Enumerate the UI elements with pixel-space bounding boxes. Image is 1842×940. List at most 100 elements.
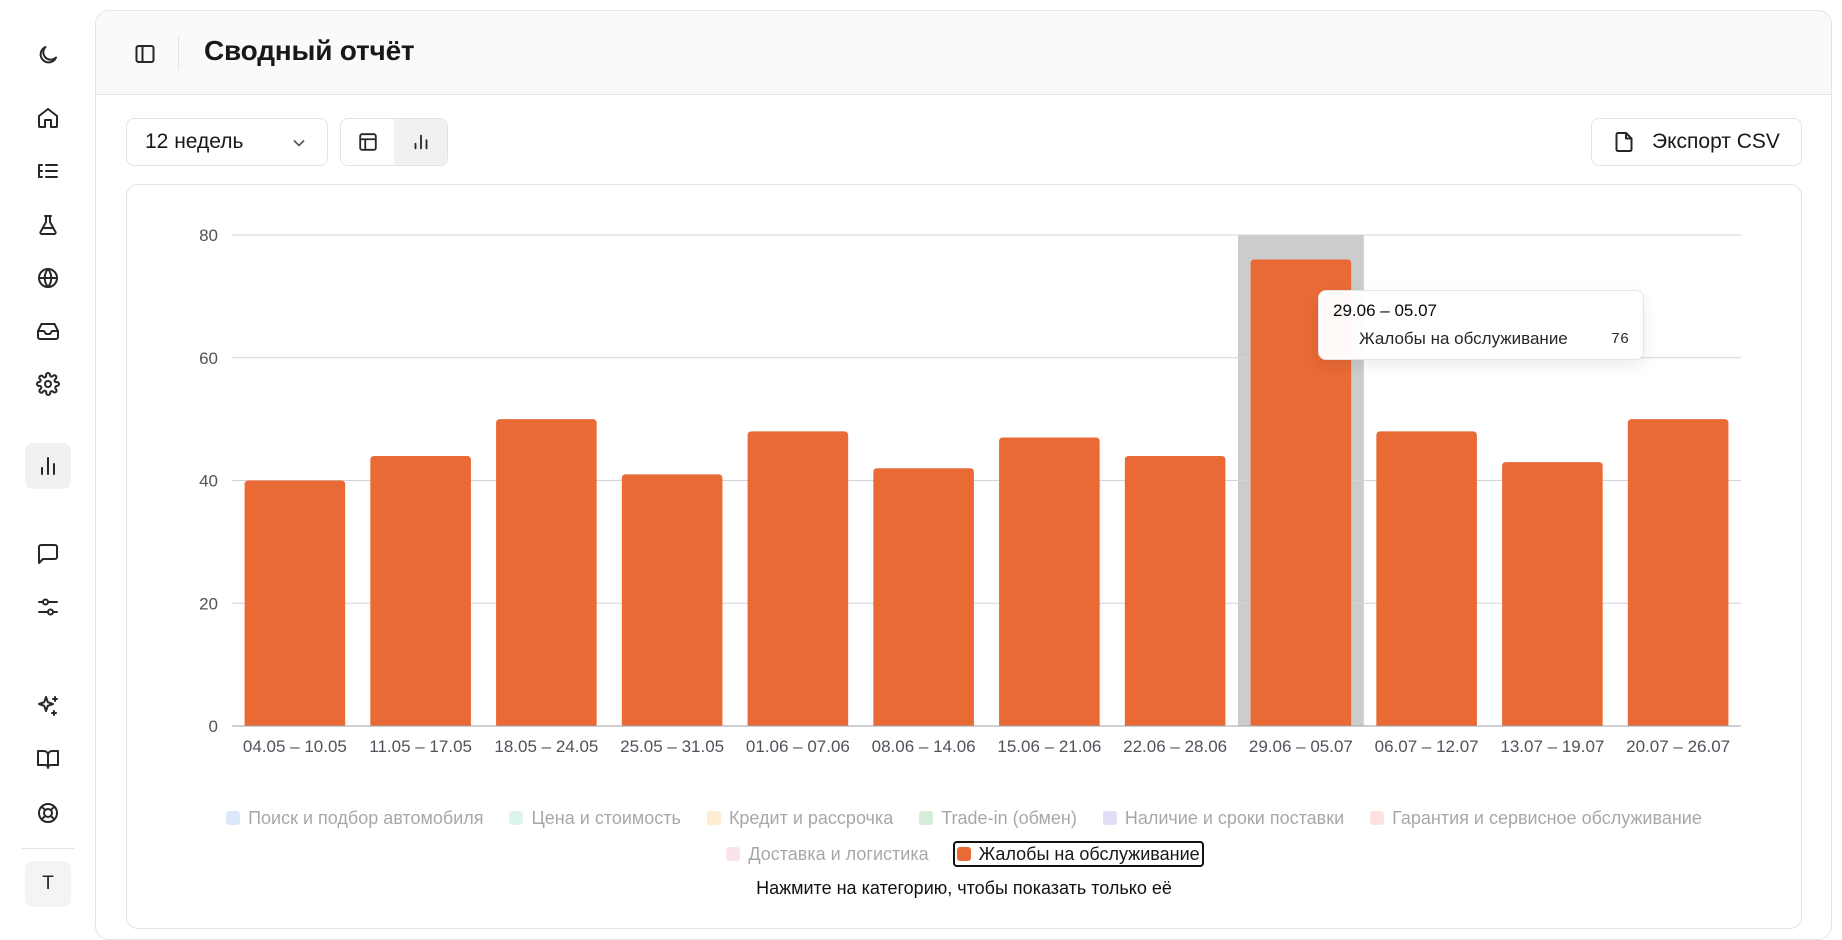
legend-label: Гарантия и сервисное обслуживание: [1392, 807, 1702, 828]
page-title: Сводный отчёт: [204, 35, 415, 66]
sidebar-item-docs[interactable]: [25, 736, 71, 782]
sparkles-icon: [38, 696, 58, 716]
globe-icon: [38, 268, 58, 288]
sidebar-divider: [22, 848, 74, 849]
sidebar-item-messages[interactable]: [25, 531, 71, 577]
chart-tooltip: 29.06 – 05.07 Жалобы на обслуживание 76: [1318, 290, 1644, 360]
inbox-icon: [37, 323, 59, 340]
moon-icon: [39, 46, 57, 64]
bar[interactable]: [999, 437, 1100, 726]
table-view-button[interactable]: [341, 119, 394, 165]
legend-item[interactable]: Trade-in (обмен): [917, 805, 1079, 831]
y-tick-label: 0: [209, 717, 218, 736]
list-tree-icon: [38, 164, 58, 178]
legend-item[interactable]: Жалобы на обслуживание: [952, 841, 1204, 867]
x-tick-label: 13.07 – 19.07: [1500, 737, 1604, 756]
bar[interactable]: [621, 474, 723, 726]
table-icon: [358, 133, 377, 151]
legend-item[interactable]: Доставка и логистика: [724, 841, 930, 867]
legend-swatch: [226, 811, 241, 825]
legend-hint: Нажмите на категорию, чтобы показать тол…: [756, 878, 1172, 898]
x-tick-label: 25.05 – 31.05: [620, 737, 724, 756]
sidebar-item-help[interactable]: [25, 790, 71, 836]
bar[interactable]: [244, 480, 346, 727]
legend-swatch: [706, 811, 721, 825]
period-select[interactable]: 12 недель: [126, 118, 328, 166]
sidebar-item-list[interactable]: [25, 149, 71, 195]
tooltip-series: Жалобы на обслуживание: [1359, 329, 1568, 348]
main-panel: Сводный отчёт 12 недель Экспорт CSV 0 20 4…: [95, 10, 1832, 940]
message-square-icon: [38, 544, 58, 564]
x-tick-label: 06.07 – 12.07: [1375, 737, 1479, 756]
header-divider: [178, 36, 179, 70]
legend-swatch: [956, 847, 971, 861]
chart-view-button[interactable]: [394, 119, 447, 165]
chevron-down-icon: [289, 133, 309, 153]
bar-chart-icon: [414, 134, 427, 150]
x-tick-label: 29.06 – 05.07: [1249, 737, 1353, 756]
sidebar-item-lab[interactable]: [25, 202, 71, 248]
chart-legend: Поиск и подбор автомобиля Цена и стоимост…: [127, 805, 1801, 867]
avatar[interactable]: T: [25, 861, 71, 907]
gear-icon: [36, 372, 60, 396]
bar[interactable]: [1124, 455, 1226, 726]
sidebar-item-globe[interactable]: [25, 255, 71, 301]
bar[interactable]: [1502, 462, 1603, 726]
bar[interactable]: [1627, 419, 1729, 726]
legend-label: Trade-in (обмен): [941, 807, 1077, 828]
legend-swatch: [1102, 811, 1117, 825]
export-csv-label: Экспорт CSV: [1652, 130, 1780, 153]
bar[interactable]: [747, 431, 849, 726]
legend-item[interactable]: Гарантия и сервисное обслуживание: [1368, 805, 1704, 831]
sidebar-toggle-button[interactable]: [133, 42, 157, 66]
legend-label: Кредит и рассрочка: [728, 807, 894, 828]
sidebar-item-settings[interactable]: [25, 361, 71, 407]
x-tick-label: 18.05 – 24.05: [494, 737, 598, 756]
book-open-icon: [37, 750, 59, 769]
flask-icon: [39, 215, 57, 236]
view-toggle: [340, 118, 448, 166]
legend-swatch: [1370, 811, 1385, 825]
bar[interactable]: [1250, 259, 1352, 726]
y-tick-label: 20: [199, 594, 218, 613]
legend-item[interactable]: Кредит и рассрочка: [705, 805, 895, 831]
tooltip-value: 76: [1610, 331, 1629, 348]
legend-label: Наличие и сроки поставки: [1124, 807, 1345, 828]
bar[interactable]: [1376, 431, 1477, 726]
theme-toggle-button[interactable]: [25, 32, 71, 78]
legend-swatch: [919, 811, 934, 825]
bar-chart-icon: [41, 457, 55, 475]
x-tick-label: 15.06 – 21.06: [997, 737, 1101, 756]
panel-left-icon: [135, 45, 155, 63]
y-tick-label: 60: [199, 349, 218, 368]
home-icon: [38, 108, 58, 128]
export-csv-button[interactable]: Экспорт CSV: [1591, 118, 1802, 166]
bar[interactable]: [873, 468, 974, 726]
x-tick-label: 22.06 – 28.06: [1123, 737, 1227, 756]
tooltip-row: Жалобы на обслуживание 76: [1333, 329, 1629, 349]
chart-card: 0 20 40 60 80 04.05 – 10.05 11.05 – 17.05 18.05…: [126, 184, 1802, 929]
sidebar-item-ai[interactable]: [25, 683, 71, 729]
life-buoy-icon: [38, 803, 58, 823]
x-tick-label: 20.07 – 26.07: [1626, 737, 1730, 756]
header: Сводный отчёт: [96, 11, 1831, 95]
tooltip-title: 29.06 – 05.07: [1333, 301, 1437, 320]
y-tick-label: 80: [199, 226, 218, 245]
legend-swatch: [509, 811, 524, 825]
sidebar-item-filters[interactable]: [25, 584, 71, 630]
sidebar-item-inbox[interactable]: [25, 308, 71, 354]
legend-swatch: [726, 847, 741, 861]
period-select-value: 12 недель: [145, 130, 244, 153]
legend-item[interactable]: Наличие и сроки поставки: [1101, 805, 1346, 831]
legend-label: Доставка и логистика: [748, 843, 929, 864]
bar[interactable]: [370, 455, 471, 726]
legend-item[interactable]: Поиск и подбор автомобиля: [224, 805, 485, 831]
bar[interactable]: [496, 419, 597, 726]
x-tick-label: 04.05 – 10.05: [243, 737, 347, 756]
legend-label: Цена и стоимость: [531, 807, 681, 828]
sidebar-item-reports[interactable]: [25, 443, 71, 489]
sidebar-item-home[interactable]: [25, 95, 71, 141]
file-icon: [1615, 132, 1633, 152]
legend-item[interactable]: Цена и стоимость: [507, 805, 682, 831]
bar-chart: 0 20 40 60 80 04.05 – 10.05 11.05 – 17.05 18.05…: [199, 226, 1741, 756]
